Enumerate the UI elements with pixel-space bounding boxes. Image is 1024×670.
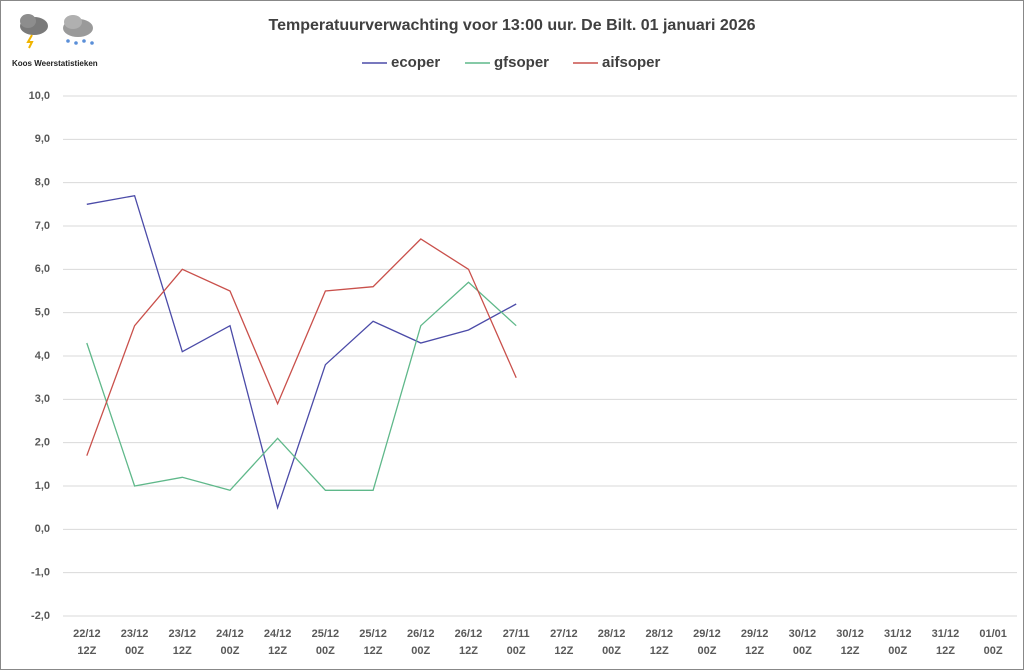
- legend-label: gfsoper: [494, 54, 549, 71]
- chart-title: Temperatuurverwachting voor 13:00 uur. D…: [269, 17, 756, 34]
- legend-label: ecoper: [391, 54, 440, 71]
- y-tick-label: 9,0: [35, 133, 50, 145]
- x-tick-label: 28/12 12Z: [645, 628, 673, 657]
- legend-label: aifsoper: [602, 54, 661, 71]
- x-tick-label: 24/12 12Z: [264, 628, 292, 657]
- series-line: [86, 238, 517, 456]
- x-tick-label: 27/12 12Z: [550, 628, 578, 657]
- x-tick-label: 31/12 00Z: [884, 628, 912, 657]
- x-tick-label: 24/12 00Z: [216, 628, 244, 657]
- logo-text: Koos Weerstatistieken: [12, 59, 98, 68]
- x-tick-label: 30/12 12Z: [836, 628, 864, 657]
- y-tick-label: 8,0: [35, 177, 50, 189]
- x-tick-label: 23/12 00Z: [121, 628, 149, 657]
- y-tick-label: 10,0: [29, 90, 50, 102]
- x-tick-label: 28/12 00Z: [598, 628, 626, 657]
- y-tick-label: 0,0: [35, 523, 50, 535]
- x-tick-label: 27/11 00Z: [503, 628, 530, 657]
- y-tick-label: 2,0: [35, 437, 50, 449]
- x-tick-label: 25/12 12Z: [359, 628, 387, 657]
- y-tick-label: 5,0: [35, 307, 50, 319]
- x-tick-label: 31/12 12Z: [932, 628, 960, 657]
- logo-icons: [20, 14, 94, 49]
- x-tick-label: 26/12 00Z: [407, 628, 435, 657]
- y-tick-label: 4,0: [35, 350, 50, 362]
- x-tick-label: 30/12 00Z: [789, 628, 817, 657]
- y-tick-label: 6,0: [35, 263, 50, 275]
- series-line: [86, 281, 517, 492]
- y-tick-label: 7,0: [35, 220, 50, 232]
- x-tick-label: 22/12 12Z: [73, 628, 101, 657]
- x-tick-label: 29/12 12Z: [741, 628, 769, 657]
- x-tick-label: 23/12 12Z: [168, 628, 196, 657]
- x-tick-label: 29/12 00Z: [693, 628, 721, 657]
- y-tick-label: 1,0: [35, 480, 50, 492]
- x-tick-label: 26/12 12Z: [455, 628, 483, 657]
- x-tick-label: 25/12 00Z: [312, 628, 340, 657]
- x-tick-label: 01/01 00Z: [979, 628, 1007, 657]
- y-tick-label: -2,0: [31, 610, 50, 622]
- y-tick-label: -1,0: [31, 567, 50, 579]
- series-line: [86, 194, 517, 510]
- y-tick-label: 3,0: [35, 393, 50, 405]
